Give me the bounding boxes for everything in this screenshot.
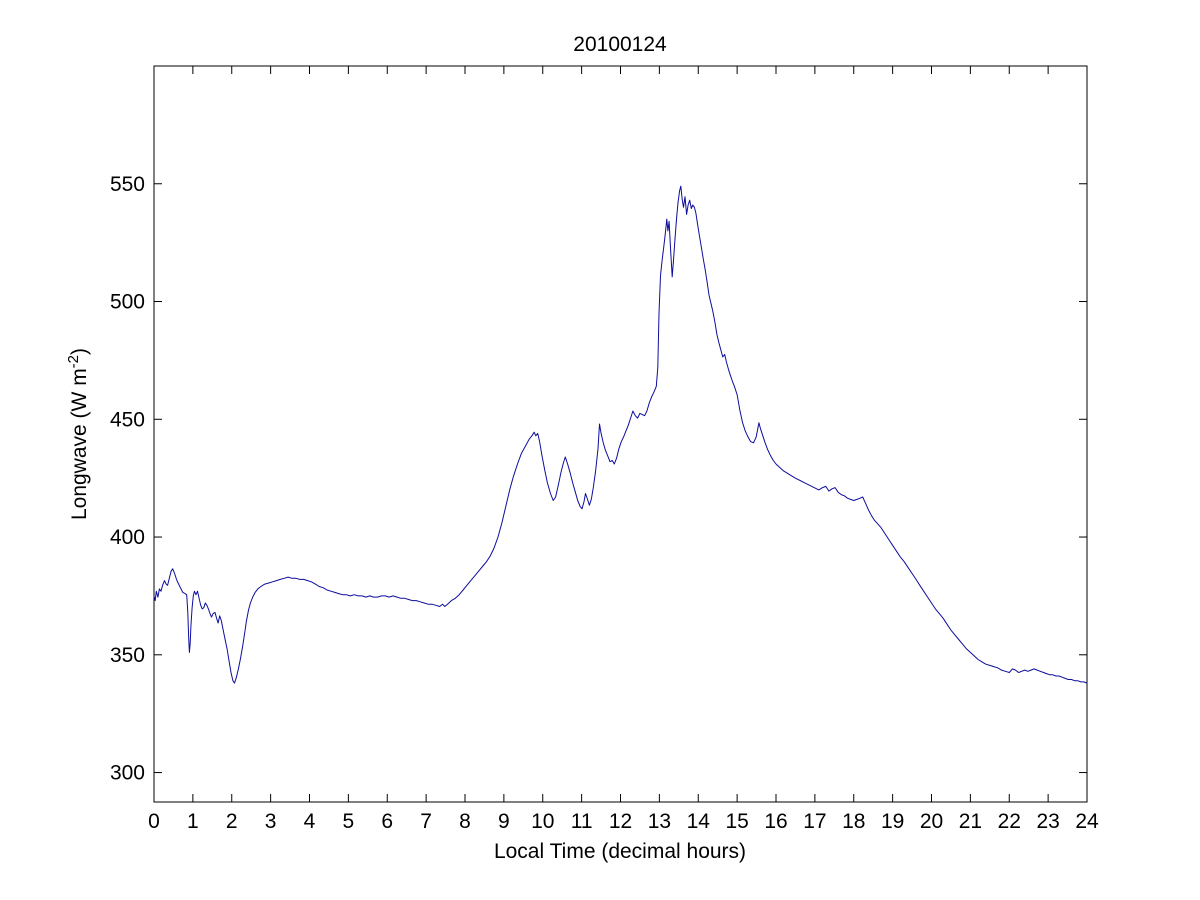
x-tick-label: 10 <box>531 810 554 833</box>
x-tick-label: 4 <box>304 810 316 833</box>
y-tick-label: 300 <box>110 762 145 785</box>
x-tick-label: 24 <box>1075 810 1099 833</box>
y-tick-label: 350 <box>110 644 145 667</box>
chart-title: 20100124 <box>573 33 667 56</box>
y-axis-label-main: Longwave (W m <box>68 368 91 520</box>
x-tick-label: 12 <box>609 810 632 833</box>
x-tick-label: 8 <box>459 810 471 833</box>
x-tick-label: 6 <box>381 810 393 833</box>
x-tick-label: 21 <box>959 810 982 833</box>
x-tick-label: 14 <box>687 810 711 833</box>
x-tick-label: 11 <box>571 810 593 833</box>
x-tick-label: 20 <box>920 810 943 833</box>
y-tick-label: 450 <box>110 408 145 431</box>
x-tick-label: 23 <box>1036 810 1059 833</box>
x-tick-label: 0 <box>148 810 160 833</box>
x-tick-label: 5 <box>343 810 355 833</box>
data-series-layer <box>153 185 1088 684</box>
y-axis-label-superscript: -2 <box>65 355 82 368</box>
x-axis-label: Local Time (decimal hours) <box>494 840 746 863</box>
x-tick-label: 17 <box>803 810 826 833</box>
data-line <box>153 185 1088 684</box>
x-tick-label: 22 <box>998 810 1021 833</box>
x-tick-label: 18 <box>842 810 865 833</box>
x-tick-label: 9 <box>498 810 510 833</box>
x-tick-label: 19 <box>881 810 904 833</box>
x-tick-label: 16 <box>764 810 787 833</box>
x-tick-label: 3 <box>265 810 277 833</box>
y-axis-label: Longwave (W m-2) <box>65 348 91 520</box>
y-tick-label: 400 <box>110 526 145 549</box>
x-tick-label: 15 <box>725 810 748 833</box>
plot-box <box>153 65 1088 803</box>
y-axis-label-end: ) <box>68 348 91 355</box>
y-tick-label: 550 <box>110 173 145 196</box>
x-tick-label: 7 <box>420 810 432 833</box>
x-tick-label: 13 <box>648 810 671 833</box>
x-tick-label: 2 <box>226 810 238 833</box>
x-tick-label: 1 <box>187 810 199 833</box>
axes-layer: 0 1 2 3 4 5 6 7 8 9 10 11 12 13 14 15 16 17 18 19 20 21 22 23 24… <box>110 65 1099 833</box>
y-tick-label: 500 <box>110 291 145 314</box>
